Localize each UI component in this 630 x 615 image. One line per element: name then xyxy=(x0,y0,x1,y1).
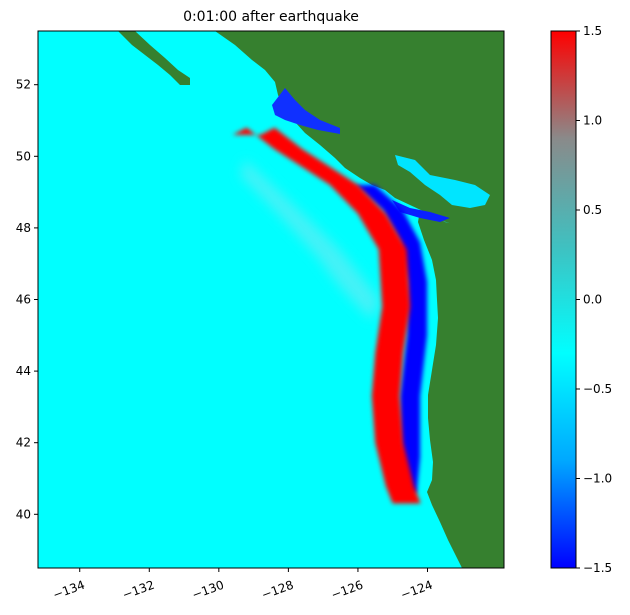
colorbar-tick-label: 1.5 xyxy=(583,24,602,38)
plot-title: 0:01:00 after earthquake xyxy=(183,9,359,25)
lat-tick-label: 46 xyxy=(16,293,31,307)
lat-tick-label: 44 xyxy=(16,364,31,378)
lat-tick-label: 42 xyxy=(16,436,31,450)
lat-tick-label: 48 xyxy=(16,221,31,235)
trough-band xyxy=(354,184,428,493)
strait-negative xyxy=(392,200,450,222)
lat-tick-label: 50 xyxy=(16,149,31,163)
colorbar-tick-label: 1.0 xyxy=(583,114,602,128)
colorbar: 1.5 1.0 0.5 0.0 −0.5 −1.0 −1.5 xyxy=(550,24,612,575)
map-panel xyxy=(38,31,504,568)
colorbar-tick-label: 0.5 xyxy=(583,203,602,217)
colorbar-tick-label: −1.5 xyxy=(583,561,612,575)
colorbar-gradient xyxy=(551,31,576,568)
lon-tick-label: −128 xyxy=(260,578,296,602)
latitude-axis: 40 42 44 46 48 50 52 xyxy=(16,78,38,521)
lon-tick-label: −126 xyxy=(329,578,365,602)
colorbar-axis: 1.5 1.0 0.5 0.0 −0.5 −1.0 −1.5 xyxy=(576,24,612,575)
lat-tick-label: 52 xyxy=(16,78,31,92)
colorbar-tick-label: −1.0 xyxy=(583,472,612,486)
crest-band xyxy=(232,127,421,504)
lat-tick-label: 40 xyxy=(16,507,31,521)
lon-tick-label: −130 xyxy=(190,578,226,602)
lon-tick-label: −134 xyxy=(51,578,87,602)
inland-water xyxy=(395,155,490,208)
island-haida-gwaii xyxy=(118,31,190,85)
lon-tick-label: −132 xyxy=(121,578,157,602)
fjord-negative xyxy=(272,88,340,134)
colorbar-tick-label: −0.5 xyxy=(583,382,612,396)
offshore-wave-shadow xyxy=(240,160,380,320)
longitude-axis: −134 −132 −130 −128 −126 −124 xyxy=(51,568,435,602)
lon-tick-label: −124 xyxy=(399,578,435,602)
colorbar-tick-label: 0.0 xyxy=(583,293,602,307)
